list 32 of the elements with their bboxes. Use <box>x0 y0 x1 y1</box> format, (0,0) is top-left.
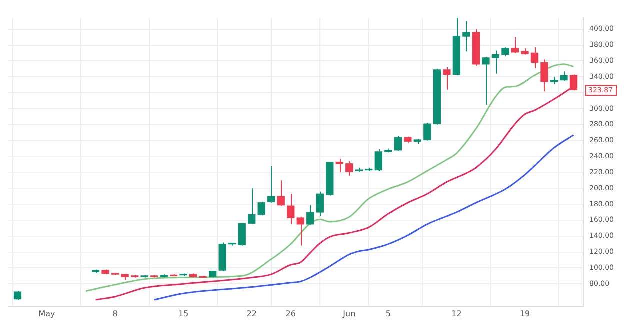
candlestick <box>443 67 451 90</box>
candlestick <box>277 180 285 207</box>
candlestick <box>287 194 295 225</box>
candlestick <box>258 202 266 216</box>
candlestick <box>374 149 382 172</box>
candlestick <box>268 166 276 204</box>
x-tick-label: 26 <box>286 309 296 318</box>
x-tick-label: 5 <box>386 309 391 318</box>
candlestick <box>306 204 314 226</box>
candlestick <box>540 59 548 92</box>
x-tick-label: 22 <box>246 309 257 318</box>
line-series <box>154 134 575 301</box>
x-tick-label: 12 <box>452 309 462 318</box>
x-tick-label: May <box>38 309 56 318</box>
candlestick <box>482 56 490 106</box>
candlestick <box>238 223 246 246</box>
x-tick-label: 8 <box>112 309 118 318</box>
candlestick <box>530 47 539 69</box>
candlestick <box>296 216 304 246</box>
candlestick <box>570 74 578 92</box>
candlestick <box>511 36 520 54</box>
candlestick <box>462 20 470 52</box>
candlestick <box>424 122 432 142</box>
x-tick-label: 15 <box>178 309 189 318</box>
candlestick <box>248 188 256 225</box>
candlestick <box>316 191 324 217</box>
candlestick <box>560 71 568 82</box>
x-tick-label: 19 <box>520 309 530 318</box>
candlestick <box>346 161 354 176</box>
candlestick <box>492 50 500 74</box>
candlestick <box>394 136 402 152</box>
x-tick-label: Jun <box>342 309 356 318</box>
